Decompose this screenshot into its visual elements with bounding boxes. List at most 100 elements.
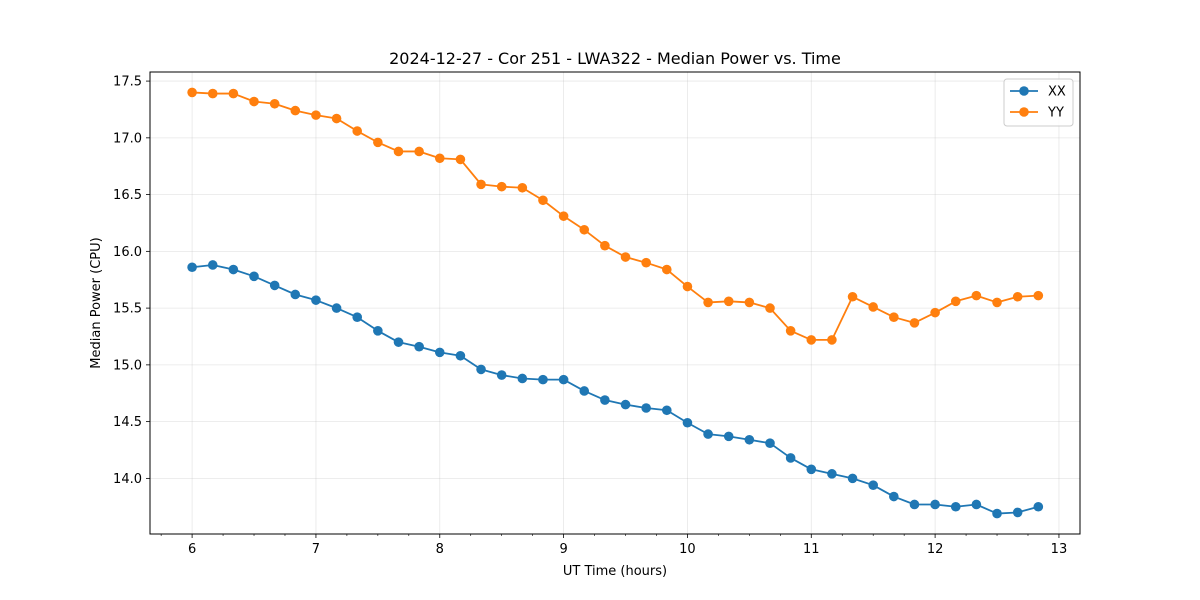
y-tick-label: 14.5	[113, 415, 142, 430]
data-point-xx	[785, 453, 796, 463]
data-point-xx	[393, 337, 404, 347]
data-point-xx	[806, 464, 817, 475]
data-point-yy	[1012, 291, 1023, 302]
y-tick-label: 16.0	[113, 245, 142, 260]
data-point-yy	[579, 224, 590, 235]
data-point-yy	[723, 296, 734, 307]
data-point-xx	[476, 364, 486, 375]
data-point-yy	[827, 335, 837, 345]
data-point-xx	[909, 499, 920, 510]
x-tick-label: 7	[312, 542, 320, 557]
plot-frame	[149, 71, 1081, 535]
legend-marker-yy	[1019, 107, 1029, 117]
x-tick-label: 12	[927, 542, 944, 557]
data-point-xx	[228, 264, 239, 275]
y-axis-label: Median Power (CPU)	[89, 237, 104, 368]
data-point-xx	[662, 405, 672, 416]
data-point-xx	[290, 289, 301, 300]
data-point-yy	[496, 181, 507, 192]
x-tick-label: 10	[679, 542, 696, 557]
data-point-xx	[558, 374, 569, 385]
data-point-yy	[806, 335, 817, 345]
data-point-xx	[311, 295, 321, 305]
data-point-yy	[1033, 290, 1044, 301]
data-point-yy	[868, 302, 878, 312]
data-point-yy	[290, 105, 301, 116]
legend-marker-xx	[1019, 86, 1029, 96]
axis-ticks: 6 7 8 9 10 11 12 13 14.0 14.5 15.0 15.5 16.0 16.5 17.0…	[113, 75, 1067, 557]
data-point-xx	[600, 395, 610, 405]
data-point-yy	[517, 182, 528, 193]
y-tick-label: 16.5	[113, 188, 142, 203]
data-point-yy	[930, 307, 940, 318]
data-point-yy	[228, 88, 239, 99]
data-point-yy	[434, 153, 445, 164]
data-point-xx	[765, 438, 775, 448]
x-tick-label: 9	[559, 542, 567, 557]
data-point-xx	[434, 347, 445, 358]
y-tick-label: 14.0	[113, 472, 142, 487]
data-point-yy	[600, 240, 610, 251]
data-point-xx	[331, 303, 342, 313]
data-point-xx	[249, 271, 259, 282]
data-point-yy	[662, 264, 672, 275]
data-point-yy	[249, 96, 259, 107]
data-point-yy	[269, 98, 280, 109]
data-point-yy	[455, 154, 466, 165]
data-point-yy	[311, 110, 321, 120]
data-point-xx	[207, 260, 218, 270]
legend-label-xx: XX	[1048, 85, 1066, 100]
data-point-xx	[538, 374, 548, 385]
x-tick-label: 13	[1051, 542, 1068, 557]
series-layer	[187, 87, 1044, 519]
data-point-yy	[889, 312, 899, 322]
data-point-xx	[971, 499, 982, 510]
data-point-xx	[1012, 507, 1023, 518]
data-point-yy	[414, 146, 424, 157]
data-point-xx	[641, 403, 651, 413]
y-tick-label: 15.5	[113, 302, 142, 317]
y-tick-label: 15.0	[113, 358, 142, 373]
data-point-yy	[620, 252, 631, 262]
data-point-xx	[517, 373, 528, 384]
data-point-xx	[269, 280, 280, 291]
data-point-xx	[992, 508, 1002, 519]
data-point-yy	[785, 326, 796, 336]
data-point-yy	[703, 297, 713, 308]
data-point-xx	[889, 491, 899, 502]
data-point-yy	[744, 297, 755, 308]
data-point-xx	[744, 434, 755, 445]
y-tick-label: 17.5	[113, 75, 142, 90]
chart-title: 2024-12-27 - Cor 251 - LWA322 - Median P…	[389, 49, 841, 68]
data-point-yy	[950, 296, 961, 307]
data-point-yy	[187, 87, 197, 98]
data-point-yy	[373, 137, 383, 148]
legend-label-yy: YY	[1047, 106, 1064, 121]
grid	[150, 72, 1080, 534]
x-tick-label: 6	[188, 542, 196, 557]
data-point-yy	[352, 126, 363, 136]
data-point-xx	[703, 429, 713, 439]
data-point-yy	[992, 297, 1002, 308]
data-point-yy	[558, 211, 569, 221]
data-point-xx	[373, 326, 383, 336]
data-point-yy	[682, 281, 693, 292]
data-point-yy	[847, 291, 858, 302]
data-point-yy	[909, 318, 920, 328]
legend: XX YY	[1003, 78, 1074, 127]
data-point-yy	[971, 290, 982, 301]
data-point-xx	[868, 480, 878, 490]
data-point-xx	[847, 473, 858, 484]
data-point-xx	[414, 341, 424, 352]
data-point-xx	[827, 469, 837, 479]
data-point-xx	[950, 501, 961, 512]
data-point-xx	[682, 417, 693, 428]
data-point-xx	[620, 399, 631, 410]
x-tick-label: 11	[803, 542, 820, 557]
data-point-xx	[352, 312, 363, 322]
data-point-yy	[641, 257, 651, 268]
data-point-yy	[207, 88, 218, 99]
data-point-xx	[455, 350, 466, 361]
data-point-xx	[723, 431, 734, 442]
